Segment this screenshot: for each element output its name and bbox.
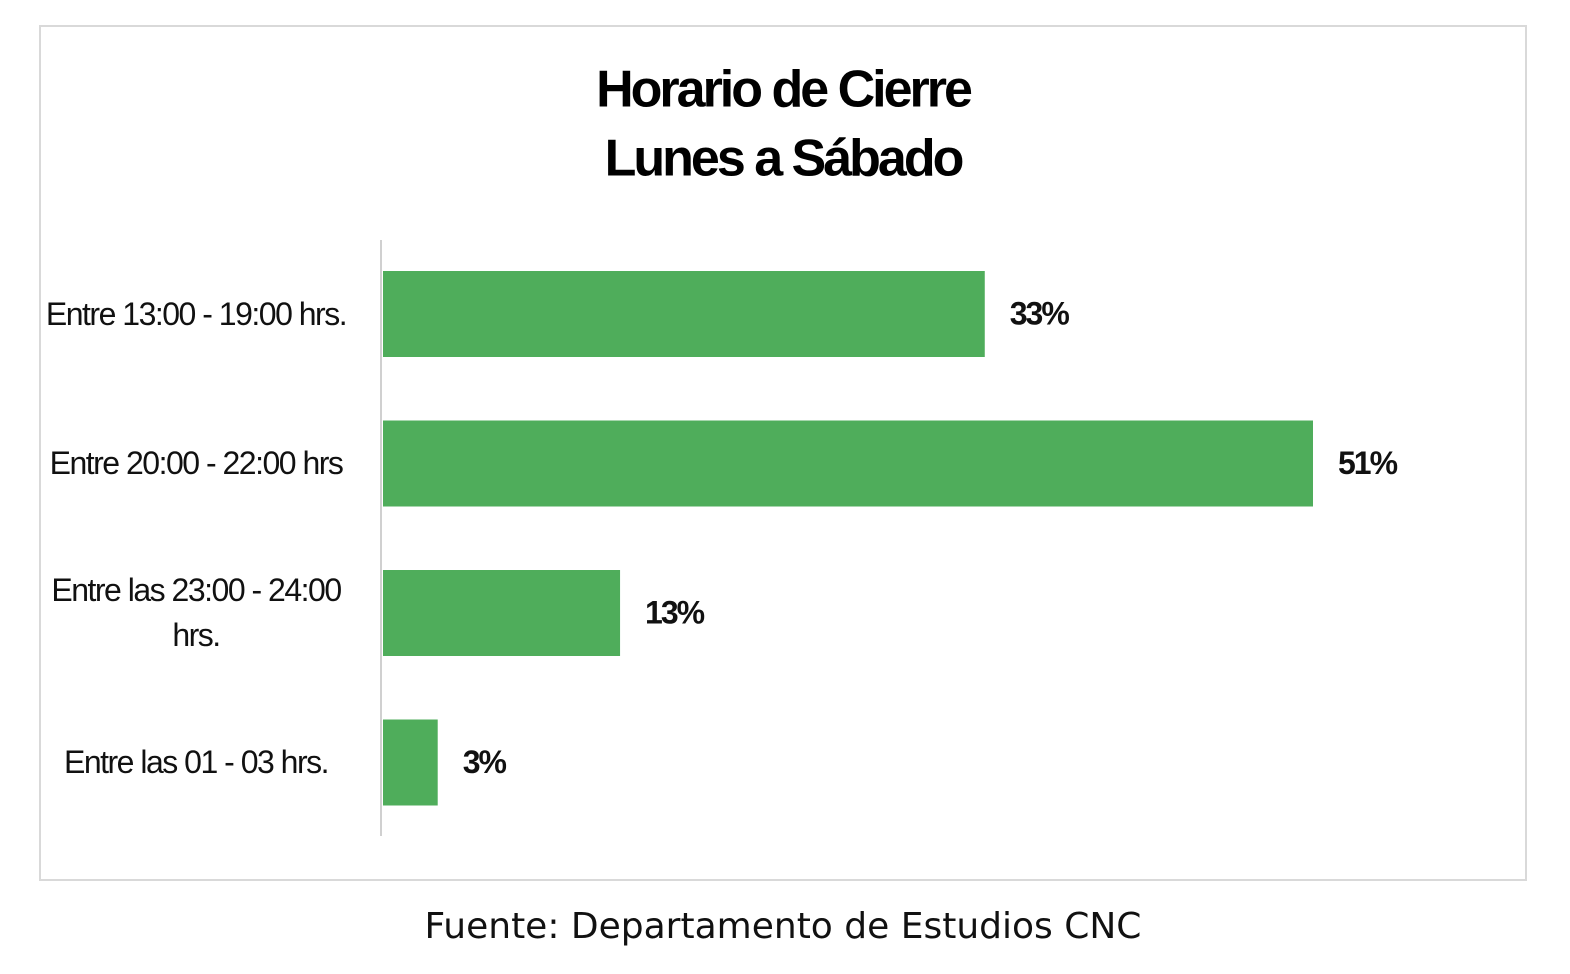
bar	[383, 570, 621, 656]
category-label: Entre 13:00 - 19:00 hrs.	[45, 295, 348, 332]
category-label: Entre las 01 - 03 hrs.	[63, 744, 330, 780]
data-label: 3%	[463, 744, 507, 780]
chart-title: Horario de Cierre	[596, 61, 972, 119]
source-note: Fuente: Departamento de Estudios CNC	[425, 906, 1142, 947]
bar	[383, 420, 1313, 507]
bar	[383, 719, 438, 806]
bar	[383, 271, 985, 357]
data-label: 51%	[1338, 445, 1398, 481]
chart-subtitle: Lunes a Sábado	[605, 130, 963, 188]
data-label: 33%	[1010, 295, 1070, 331]
data-label: 13%	[645, 594, 705, 630]
category-label: Entre las 23:00 - 24:00 hrs.	[51, 572, 342, 653]
category-label: Entre 20:00 - 22:00 hrs	[49, 445, 344, 481]
